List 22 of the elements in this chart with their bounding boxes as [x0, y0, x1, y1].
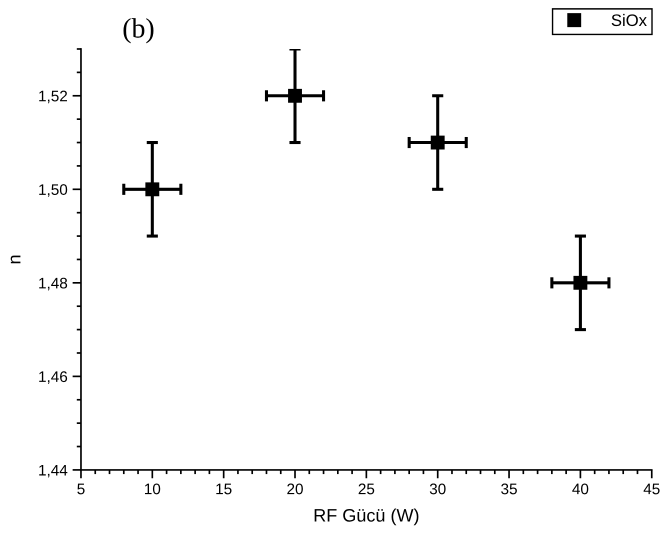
y-tick-label: 1,50 — [39, 184, 68, 197]
point — [288, 88, 302, 103]
y-tick-label: 1,52 — [39, 90, 68, 104]
legend-label: SiOx — [612, 14, 647, 26]
x-tick-label: 45 — [644, 484, 660, 494]
text: (b) — [124, 18, 154, 44]
y-tick-label: 1,46 — [39, 371, 68, 384]
x-tick-label: 40 — [572, 484, 588, 494]
point — [430, 136, 445, 150]
x-tick-label: 15 — [216, 484, 232, 494]
y-tick-label: 1,48 — [39, 278, 68, 290]
x-tick-label: 30 — [430, 484, 446, 494]
x-axis-title: RF Gücü (W) — [314, 508, 418, 526]
y-axis-title: n — [10, 256, 20, 264]
y-tick-label: 1,44 — [39, 464, 68, 478]
point — [145, 182, 160, 196]
x-tick-label: 20 — [287, 484, 303, 494]
x-tick-label: 25 — [358, 484, 374, 494]
x-tick-label: 5 — [77, 484, 85, 494]
x-tick-label: 35 — [501, 484, 517, 494]
point — [573, 276, 588, 290]
x-tick-label: 10 — [144, 484, 160, 494]
